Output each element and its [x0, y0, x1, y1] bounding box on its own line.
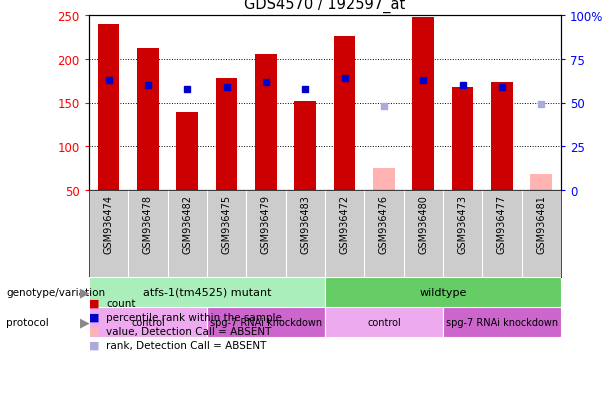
Bar: [443, 307, 561, 337]
Text: GSM936475: GSM936475: [221, 195, 232, 254]
Text: control: control: [367, 317, 401, 327]
Text: percentile rank within the sample: percentile rank within the sample: [106, 312, 282, 322]
Text: GSM936473: GSM936473: [457, 195, 468, 254]
Bar: [294, 102, 316, 190]
Bar: [255, 55, 276, 190]
Bar: [530, 175, 552, 190]
Bar: [97, 25, 120, 190]
Bar: [491, 82, 512, 190]
Bar: [373, 169, 395, 190]
Text: GSM936478: GSM936478: [143, 195, 153, 254]
Text: GSM936483: GSM936483: [300, 195, 310, 254]
Text: rank, Detection Call = ABSENT: rank, Detection Call = ABSENT: [106, 340, 267, 350]
Bar: [452, 88, 473, 190]
Bar: [216, 79, 237, 190]
Text: GSM936476: GSM936476: [379, 195, 389, 254]
Bar: [325, 277, 561, 307]
Text: count: count: [106, 298, 135, 308]
Text: GSM936474: GSM936474: [104, 195, 113, 254]
Text: ■: ■: [89, 312, 99, 322]
Bar: [89, 277, 325, 307]
Text: spg-7 RNAi knockdown: spg-7 RNAi knockdown: [446, 317, 558, 327]
Text: ■: ■: [89, 298, 99, 308]
Text: GSM936481: GSM936481: [536, 195, 546, 254]
Bar: [137, 49, 159, 190]
Bar: [177, 113, 198, 190]
Text: ▶: ▶: [80, 286, 89, 299]
Text: ■: ■: [89, 326, 99, 336]
Text: ■: ■: [89, 340, 99, 350]
Bar: [207, 307, 325, 337]
Text: ▶: ▶: [80, 316, 89, 329]
Text: control: control: [131, 317, 165, 327]
Text: atfs-1(tm4525) mutant: atfs-1(tm4525) mutant: [143, 287, 271, 297]
Text: wildtype: wildtype: [419, 287, 466, 297]
Text: GSM936479: GSM936479: [261, 195, 271, 254]
Text: GSM936472: GSM936472: [340, 195, 349, 254]
Title: GDS4570 / 192597_at: GDS4570 / 192597_at: [244, 0, 406, 13]
Text: GSM936480: GSM936480: [418, 195, 428, 254]
Bar: [89, 307, 207, 337]
Text: protocol: protocol: [6, 317, 49, 327]
Text: value, Detection Call = ABSENT: value, Detection Call = ABSENT: [106, 326, 272, 336]
Text: genotype/variation: genotype/variation: [6, 287, 105, 297]
Bar: [325, 307, 443, 337]
Text: spg-7 RNAi knockdown: spg-7 RNAi knockdown: [210, 317, 322, 327]
Bar: [413, 18, 434, 190]
Text: GSM936477: GSM936477: [497, 195, 507, 254]
Bar: [333, 37, 356, 190]
Text: GSM936482: GSM936482: [182, 195, 192, 254]
